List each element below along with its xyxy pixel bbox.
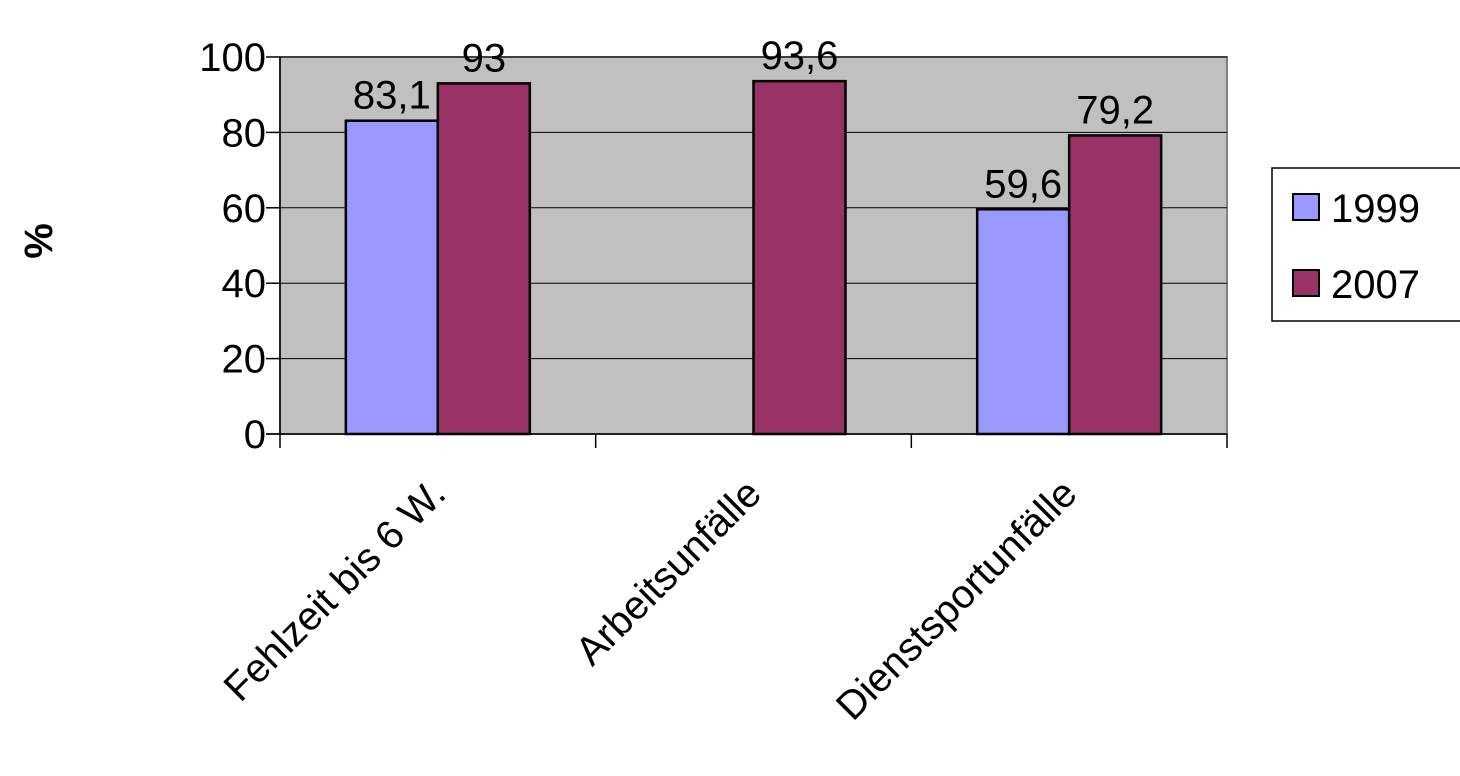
x-tick-labels: Fehlzeit bis 6 W. Arbeitsunfälle Dienstspo… (216, 471, 1086, 729)
y-tick-label: 100 (199, 36, 266, 80)
x-tick-label: Dienstsportunfälle (828, 471, 1086, 729)
bar-2007 (752, 79, 847, 436)
y-tick-label: 80 (222, 111, 267, 155)
data-label: 93,6 (761, 34, 839, 78)
bar-2007 (1067, 134, 1163, 436)
x-tick-label: Arbeitsunfälle (567, 471, 769, 673)
legend-swatch-1999 (1292, 193, 1320, 221)
y-tick-label: 60 (222, 187, 267, 231)
data-label: 93 (462, 36, 507, 80)
bar-1999 (344, 119, 440, 436)
legend-swatch-2007 (1292, 269, 1320, 297)
bar-1999 (975, 208, 1071, 436)
bar-2007 (436, 82, 532, 436)
data-label: 83,1 (353, 74, 431, 118)
data-labels: 83,1 93 93,6 59,6 79,2 (353, 34, 1154, 206)
x-tick-label: Fehlzeit bis 6 W. (216, 471, 455, 710)
bars (344, 79, 1163, 436)
y-tick-label: 40 (222, 262, 267, 306)
y-axis-label: % (17, 223, 61, 259)
legend-label-2007: 2007 (1331, 263, 1420, 307)
data-label: 59,6 (984, 162, 1062, 206)
y-tick-label: 0 (244, 413, 266, 457)
legend-label-1999: 1999 (1331, 187, 1420, 231)
y-tick-label: 20 (222, 338, 267, 382)
y-tick-labels: 0 20 40 60 80 100 (199, 36, 266, 457)
data-label: 79,2 (1076, 88, 1154, 132)
axes (266, 56, 1228, 448)
legend: 1999 2007 (1271, 167, 1460, 322)
